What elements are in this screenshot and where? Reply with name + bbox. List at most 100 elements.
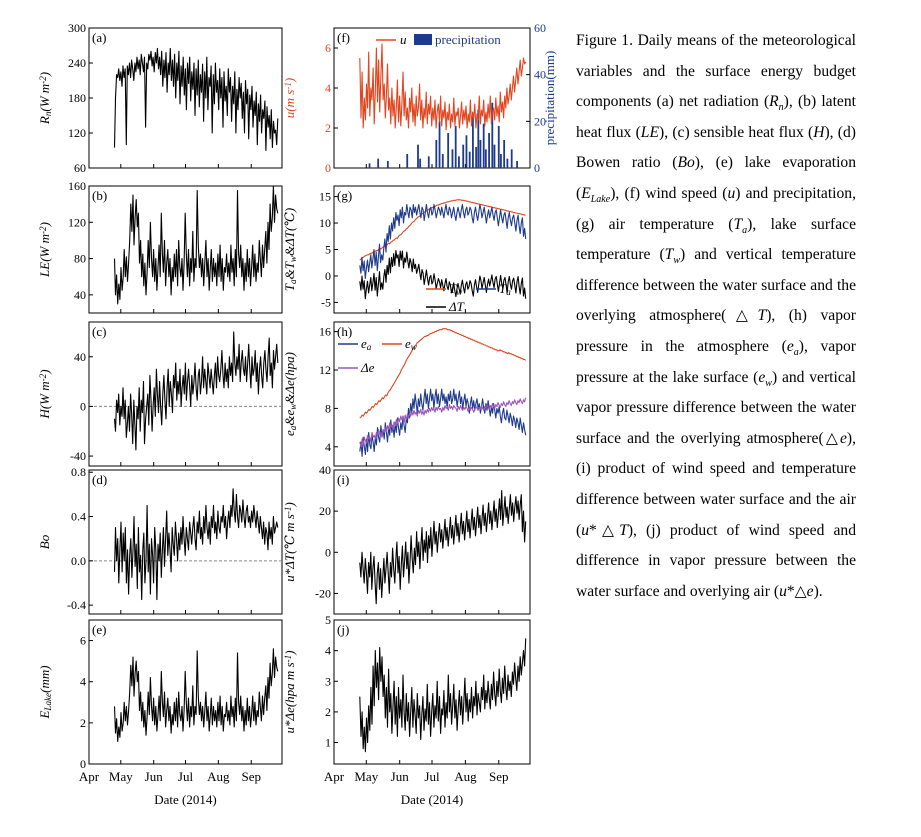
panel-c: -40 0 40 H(W m-2) (c) (37, 321, 283, 467)
y-axis-label: Ta&Tw&ΔT(℃) (282, 208, 298, 291)
panel-g: -5 0 5 10 15 Ta&Tw&ΔT(℃) (g) Tw Ta ΔT (282, 185, 531, 314)
y-tick-label: -20 (315, 586, 331, 600)
panel-label: (i) (337, 472, 349, 487)
caption-text: ), (b) latent heat flux ( (576, 93, 856, 141)
y-tick-label: 60 (74, 161, 86, 175)
y-axis-label: ea&ew&Δe(hpa) (282, 352, 298, 436)
x-tick-label: Sep (241, 769, 261, 784)
precipitation-bar (493, 144, 496, 168)
precipitation-bar (479, 140, 482, 168)
y-tick-label: 15 (319, 190, 331, 204)
plot-frame (88, 27, 283, 169)
precipitation-bar (488, 133, 490, 168)
legend-swatch-precipitation (414, 34, 432, 45)
series-line-u (359, 43, 527, 131)
legend-label-dt: ΔT (448, 299, 465, 314)
caption-var-sub: a (793, 347, 799, 359)
panel-label: (j) (337, 622, 349, 637)
series-line-t (359, 250, 527, 300)
x-tick-label: Jun (391, 769, 410, 784)
x-tick-label: Aug (207, 769, 230, 784)
precipitation-bar (497, 126, 500, 168)
caption-var: LE (640, 123, 659, 141)
caption-var: e (806, 582, 814, 600)
precipitation-bar (447, 133, 450, 168)
y-tick-label: 120 (68, 126, 86, 140)
x-axis-label: Date (2014) (401, 792, 463, 807)
caption-text: *△ (589, 521, 620, 539)
y-tick-label: 4 (80, 675, 86, 689)
precipitation-bar (516, 161, 518, 168)
y-tick-label: 2 (80, 716, 86, 730)
legend-label-ea: ea (361, 336, 372, 352)
y-tick-label: 20 (319, 504, 331, 518)
x-tick-label: May (109, 769, 133, 784)
x-tick-label: Jul (424, 769, 440, 784)
y2-tick-label: 40 (534, 68, 546, 82)
y-tick-label: 240 (68, 56, 86, 70)
caption-var-sub: w (765, 377, 772, 389)
y-axis-label: Bo (37, 534, 52, 549)
caption-text: ) and vertical temperature difference be… (576, 246, 856, 325)
panel-label: (a) (92, 30, 106, 45)
series-line-ew (359, 328, 527, 419)
y-tick-label: 0 (325, 545, 331, 559)
caption-var-sub: Lake (590, 194, 611, 206)
plot-frame (333, 469, 531, 615)
y-tick-label: 40 (74, 350, 86, 364)
precipitation-bar (451, 149, 454, 168)
y2-axis-label: precipitation(mm) (542, 51, 557, 146)
caption-var: T (733, 215, 743, 233)
y-tick-label: -40 (70, 449, 86, 463)
panel-label: (e) (92, 622, 106, 637)
x-axis-label: Date (2014) (154, 792, 216, 807)
caption-text: ) and precipitation, (g) air temperature… (576, 184, 856, 233)
x-tick-label: Jul (178, 769, 194, 784)
caption-var: u (727, 184, 736, 202)
x-tick-label: Jun (145, 769, 164, 784)
series-line-main (113, 648, 279, 742)
precipitation-bar (458, 156, 460, 168)
precipitation-bar (472, 116, 474, 168)
legend-label-u: u (400, 32, 407, 47)
y-tick-label: 0 (80, 757, 86, 771)
caption-var: e (786, 337, 794, 355)
precipitation-bar (510, 149, 513, 168)
caption-var: e (758, 368, 766, 386)
caption-var: T (664, 246, 674, 264)
panel-a: 60 120 180 240 300 Rn(W m-2) (a) (37, 21, 283, 175)
y-tick-label: 12 (319, 363, 331, 377)
panel-label: (g) (337, 188, 352, 203)
y-tick-label: 0 (325, 161, 331, 175)
caption-var-sub: n (778, 102, 784, 114)
y-tick-label: 180 (68, 91, 86, 105)
panel-label: (d) (92, 472, 107, 487)
plot-frame (88, 321, 283, 467)
panel-h: 4 8 12 16 ea&ew&Δe(hpa) (h) ea ew Δe (282, 321, 531, 467)
precipitation-bar (441, 154, 444, 168)
caption-text: ), (i) product of wind speed and tempera… (576, 429, 856, 539)
series-line-main (113, 47, 279, 152)
caption-text: ), (f) wind speed ( (610, 184, 728, 202)
series-line-tw (359, 199, 526, 261)
precipitation-bar (475, 147, 478, 168)
precipitation-bar (484, 149, 487, 168)
precipitation-bar (468, 151, 471, 168)
precipitation-bar (438, 121, 441, 168)
caption-text: Figure 1. Daily means of the meteorologi… (576, 32, 856, 111)
series-line-main (113, 331, 279, 451)
y-tick-label: 8 (325, 401, 331, 415)
panel-b: 40 80 120 160 LE(W m-2) (b) (37, 179, 283, 314)
panel-label: (c) (92, 324, 106, 339)
x-tick-label: May (354, 769, 378, 784)
caption-var: u (779, 582, 787, 600)
caption-var: R (769, 93, 779, 111)
series-line-main (359, 638, 527, 753)
caption-var: H (813, 123, 825, 141)
series-line-main (113, 185, 279, 305)
y-tick-label: 6 (325, 41, 331, 55)
panel-i: -20 0 20 40 u*ΔT(℃ m s-1) (i) (282, 463, 531, 615)
legend-label-ew: ew (405, 336, 417, 352)
panel-label: (b) (92, 188, 107, 203)
